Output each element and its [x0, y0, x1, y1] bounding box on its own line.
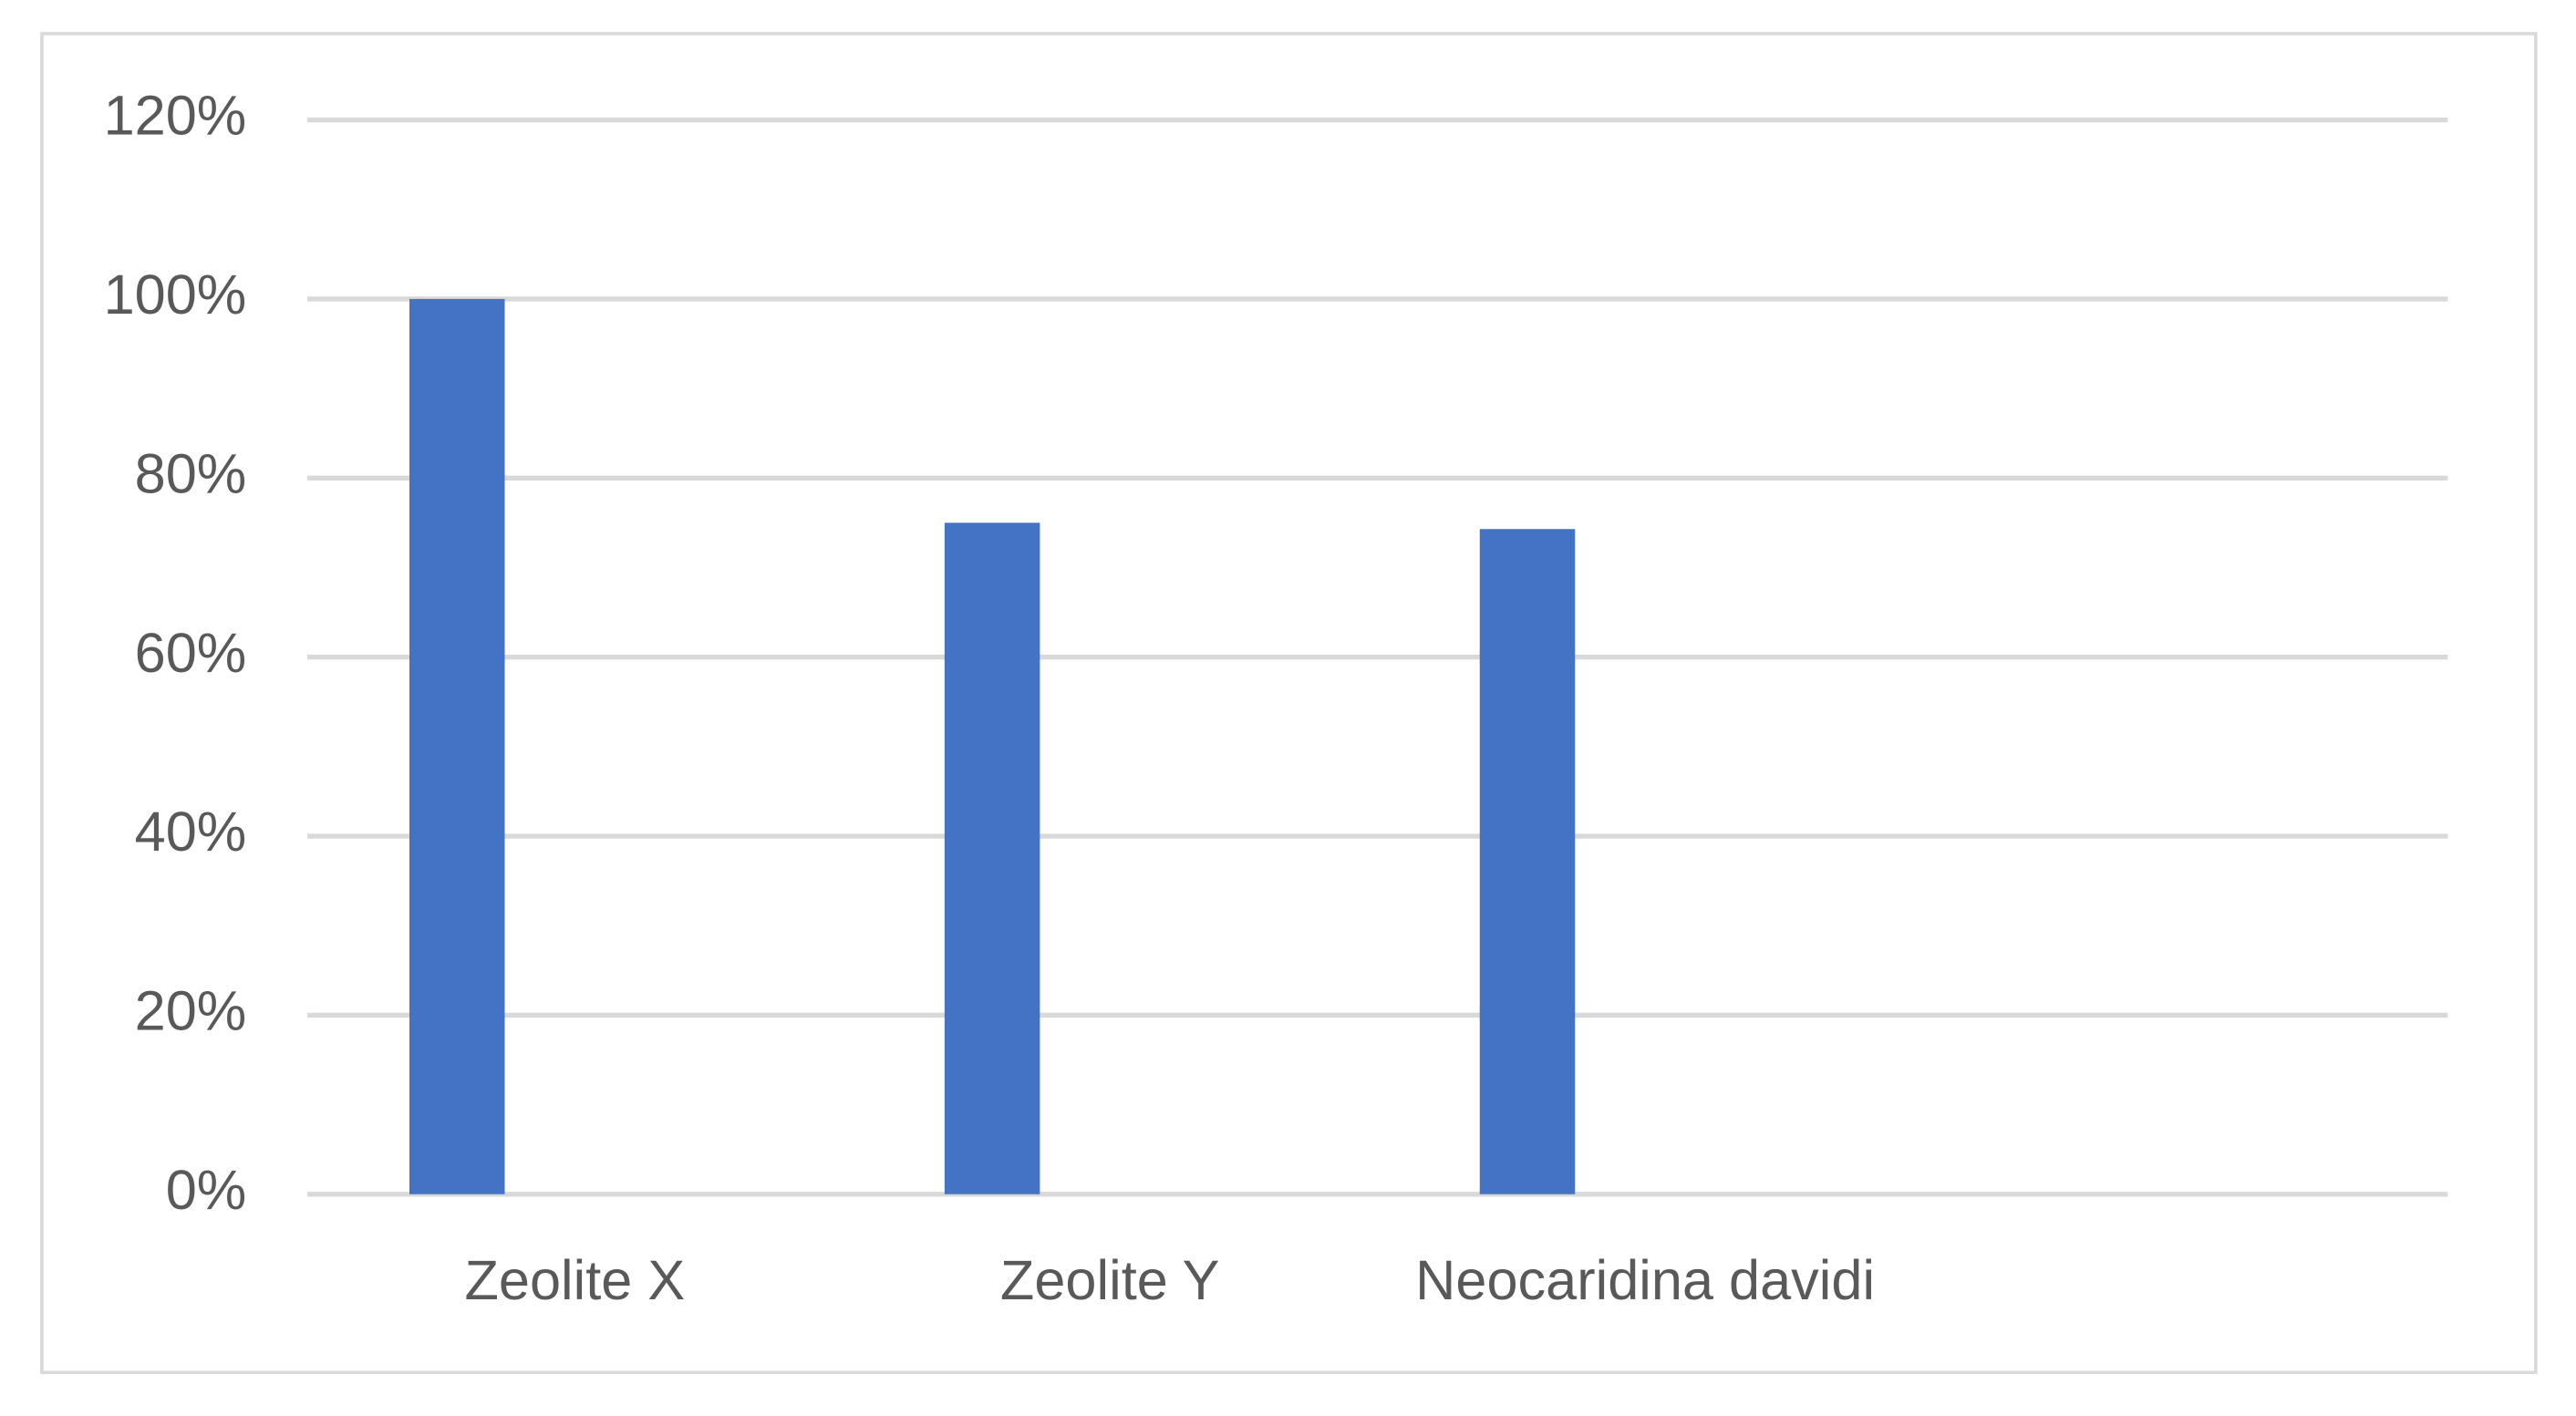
- x-tick-label: Neocaridina davidi: [1415, 1249, 1875, 1311]
- bar: [1479, 529, 1576, 1194]
- y-tick-label: 0%: [166, 1159, 247, 1221]
- y-tick-label: 100%: [104, 264, 247, 326]
- y-tick-label: 120%: [104, 85, 247, 147]
- y-tick-label: 20%: [135, 980, 247, 1042]
- y-tick-label: 40%: [135, 801, 247, 863]
- x-tick-label: Zeolite Y: [1000, 1249, 1220, 1311]
- bar: [409, 298, 505, 1194]
- bar: [944, 522, 1040, 1194]
- y-tick-label: 80%: [135, 442, 247, 504]
- y-tick-label: 60%: [135, 622, 247, 684]
- x-tick-label: Zeolite X: [465, 1249, 686, 1311]
